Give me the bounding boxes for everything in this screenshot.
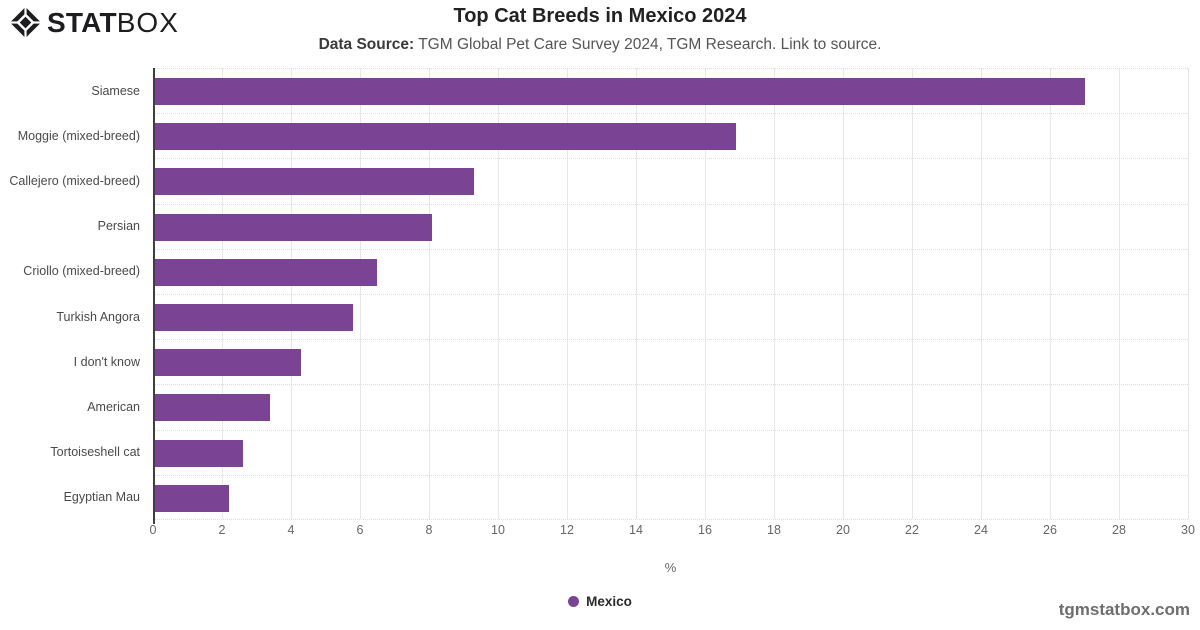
gridline-12 — [567, 68, 568, 519]
legend-label: Mexico — [586, 594, 632, 609]
chart-row-i-don-t-know — [153, 339, 1188, 384]
y-axis-line — [153, 68, 155, 524]
x-tick-label-22: 22 — [905, 523, 919, 537]
y-axis-label-i-don-t-know: I don't know — [73, 354, 140, 369]
gridline-26 — [1050, 68, 1051, 519]
source-link[interactable]: Link to source. — [780, 36, 882, 53]
x-tick-label-14: 14 — [629, 523, 643, 537]
legend-marker-icon — [568, 596, 580, 607]
y-axis-label-moggie-mixed-breed: Moggie (mixed-breed) — [17, 128, 140, 143]
gridline-4 — [291, 68, 292, 519]
bar-criollo-mixed-breed[interactable] — [153, 258, 378, 286]
chart-row-american — [153, 384, 1188, 429]
bar-moggie-mixed-breed[interactable] — [153, 123, 737, 151]
chart-row-moggie-mixed-breed — [153, 113, 1188, 158]
x-tick-label-28: 28 — [1112, 523, 1126, 537]
bar-siamese[interactable] — [153, 78, 1085, 105]
x-tick-label-20: 20 — [836, 523, 850, 537]
x-tick-label-26: 26 — [1043, 523, 1057, 537]
chart-subtitle: Data Source: TGM Global Pet Care Survey … — [0, 36, 1200, 54]
gridline-16 — [705, 68, 706, 519]
chart-row-persian — [153, 203, 1188, 249]
logo-text-box: BOX — [116, 7, 179, 38]
y-axis-label-american: American — [87, 400, 140, 414]
y-axis-label-egyptian-mau: Egyptian Mau — [63, 490, 140, 505]
bar-american[interactable] — [153, 394, 271, 422]
x-tick-label-10: 10 — [491, 523, 505, 537]
gridline-20 — [843, 68, 844, 519]
legend-item-mexico[interactable]: Mexico — [0, 594, 1200, 609]
bar-i-don-t-know[interactable] — [153, 349, 302, 377]
gridline-2 — [222, 68, 223, 519]
bar-persian[interactable] — [153, 213, 433, 241]
gridline-30 — [1188, 68, 1189, 519]
watermark: tgmstatbox.com — [1058, 600, 1190, 619]
gridline-24 — [981, 68, 982, 519]
x-axis-title: % — [664, 560, 677, 575]
gridline-18 — [774, 68, 775, 519]
chart-row-egyptian-mau — [153, 474, 1188, 520]
chart-row-callejero-mixed-breed — [153, 158, 1188, 203]
gridline-10 — [498, 68, 499, 519]
x-tick-label-12: 12 — [560, 523, 574, 537]
statbox-diamond-icon — [10, 7, 41, 38]
chart-row-siamese — [153, 68, 1188, 113]
x-tick-label-6: 6 — [356, 523, 364, 537]
gridline-14 — [636, 68, 637, 519]
x-tick-label-30: 30 — [1181, 523, 1195, 537]
chart-row-criollo-mixed-breed — [153, 248, 1188, 294]
y-axis-label-persian: Persian — [97, 219, 140, 234]
y-axis-label-tortoiseshell-cat: Tortoiseshell cat — [50, 445, 140, 460]
bar-egyptian-mau[interactable] — [153, 484, 229, 512]
x-tick-label-24: 24 — [974, 523, 988, 537]
chart-title: Top Cat Breeds in Mexico 2024 — [453, 5, 747, 27]
y-axis-label-criollo-mixed-breed: Criollo (mixed-breed) — [23, 264, 140, 279]
x-tick-label-2: 2 — [218, 523, 226, 537]
gridline-6 — [360, 68, 361, 519]
bar-tortoiseshell-cat[interactable] — [153, 439, 243, 467]
bar-callejero-mixed-breed[interactable] — [153, 168, 474, 196]
y-axis-labels: Siamese Moggie (mixed-breed) Callejero (mi… — [0, 68, 140, 520]
x-axis-ticks: 0 2 4 6 8 10 12 14 16 18 20 22 24 26 28 30 — [149, 523, 1195, 539]
x-tick-label-0: 0 — [149, 523, 157, 537]
plot-area — [153, 68, 1189, 524]
data-source-text: TGM Global Pet Care Survey 2024, TGM Res… — [418, 36, 777, 53]
y-axis-label-siamese: Siamese — [91, 83, 140, 98]
x-tick-label-8: 8 — [425, 523, 433, 537]
logo-text-stat: STAT — [47, 7, 117, 38]
chart-row-tortoiseshell-cat — [153, 429, 1188, 475]
chart-row-turkish-angora — [153, 294, 1188, 339]
data-source-label: Data Source: — [318, 36, 415, 53]
statbox-logo[interactable]: STATBOX — [10, 7, 179, 38]
x-tick-label-4: 4 — [287, 523, 295, 537]
y-axis-label-turkish-angora: Turkish Angora — [56, 309, 140, 324]
gridline-8 — [429, 68, 430, 519]
gridline-22 — [912, 68, 913, 519]
x-tick-label-18: 18 — [767, 523, 781, 537]
x-tick-label-16: 16 — [698, 523, 712, 537]
gridline-28 — [1119, 68, 1120, 519]
y-axis-label-callejero-mixed-breed: Callejero (mixed-breed) — [9, 174, 140, 188]
bar-turkish-angora[interactable] — [153, 304, 354, 331]
